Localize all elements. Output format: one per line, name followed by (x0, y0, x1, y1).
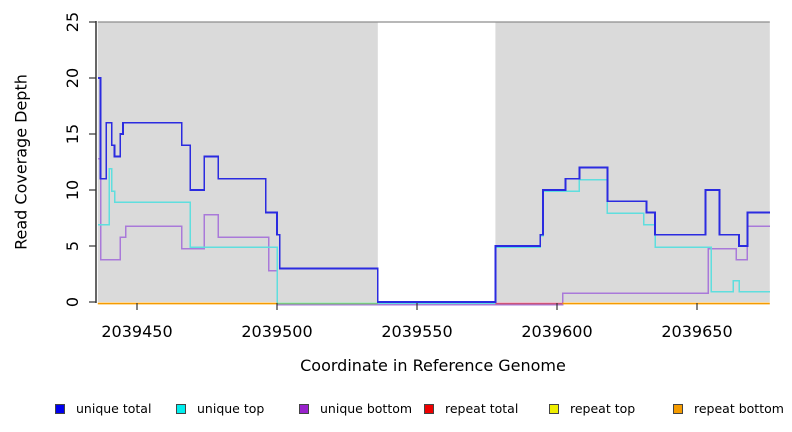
legend-swatch-unique-total (55, 403, 65, 414)
legend: unique total unique top unique bottom repea… (0, 401, 792, 423)
x-tick-label: 2039450 (101, 322, 172, 341)
x-tick-label: 2039550 (381, 322, 452, 341)
legend-swatch-repeat-top (549, 403, 559, 414)
y-tick-label: 10 (63, 180, 82, 200)
legend-label: unique total (76, 401, 152, 416)
series-line-unique-bottom (97, 158, 770, 306)
x-tick-label: 2039500 (241, 322, 312, 341)
legend-item-unique-total: unique total (55, 401, 151, 416)
y-tick-label: 5 (63, 241, 82, 251)
x-tick-label: 2039600 (521, 322, 592, 341)
y-tick-label: 20 (63, 68, 82, 88)
y-tick-label: 15 (63, 124, 82, 144)
legend-label: repeat bottom (694, 401, 784, 416)
y-axis-label: Read Coverage Depth (11, 74, 31, 250)
shaded-region (495, 22, 770, 302)
shaded-region (97, 22, 378, 302)
legend-label: unique top (197, 401, 265, 416)
legend-swatch-repeat-total (424, 403, 434, 414)
legend-label: unique bottom (320, 401, 413, 416)
legend-label: repeat total (445, 401, 519, 416)
legend-swatch-unique-bottom (299, 403, 309, 414)
legend-label: repeat top (570, 401, 636, 416)
legend-swatch-unique-top (176, 403, 186, 414)
legend-swatch-repeat-bottom (673, 403, 683, 414)
legend-item-repeat-total: repeat total (424, 401, 518, 416)
x-tick-label: 2039650 (661, 322, 732, 341)
legend-item-repeat-bottom: repeat bottom (673, 401, 784, 416)
x-axis-label: Coordinate in Reference Genome (300, 356, 566, 375)
y-tick-label: 25 (63, 12, 82, 32)
series-line-unique-total (97, 77, 770, 303)
legend-item-unique-bottom: unique bottom (299, 401, 412, 416)
legend-item-unique-top: unique top (176, 401, 264, 416)
y-tick-label: 0 (63, 297, 82, 307)
legend-item-repeat-top: repeat top (549, 401, 635, 416)
